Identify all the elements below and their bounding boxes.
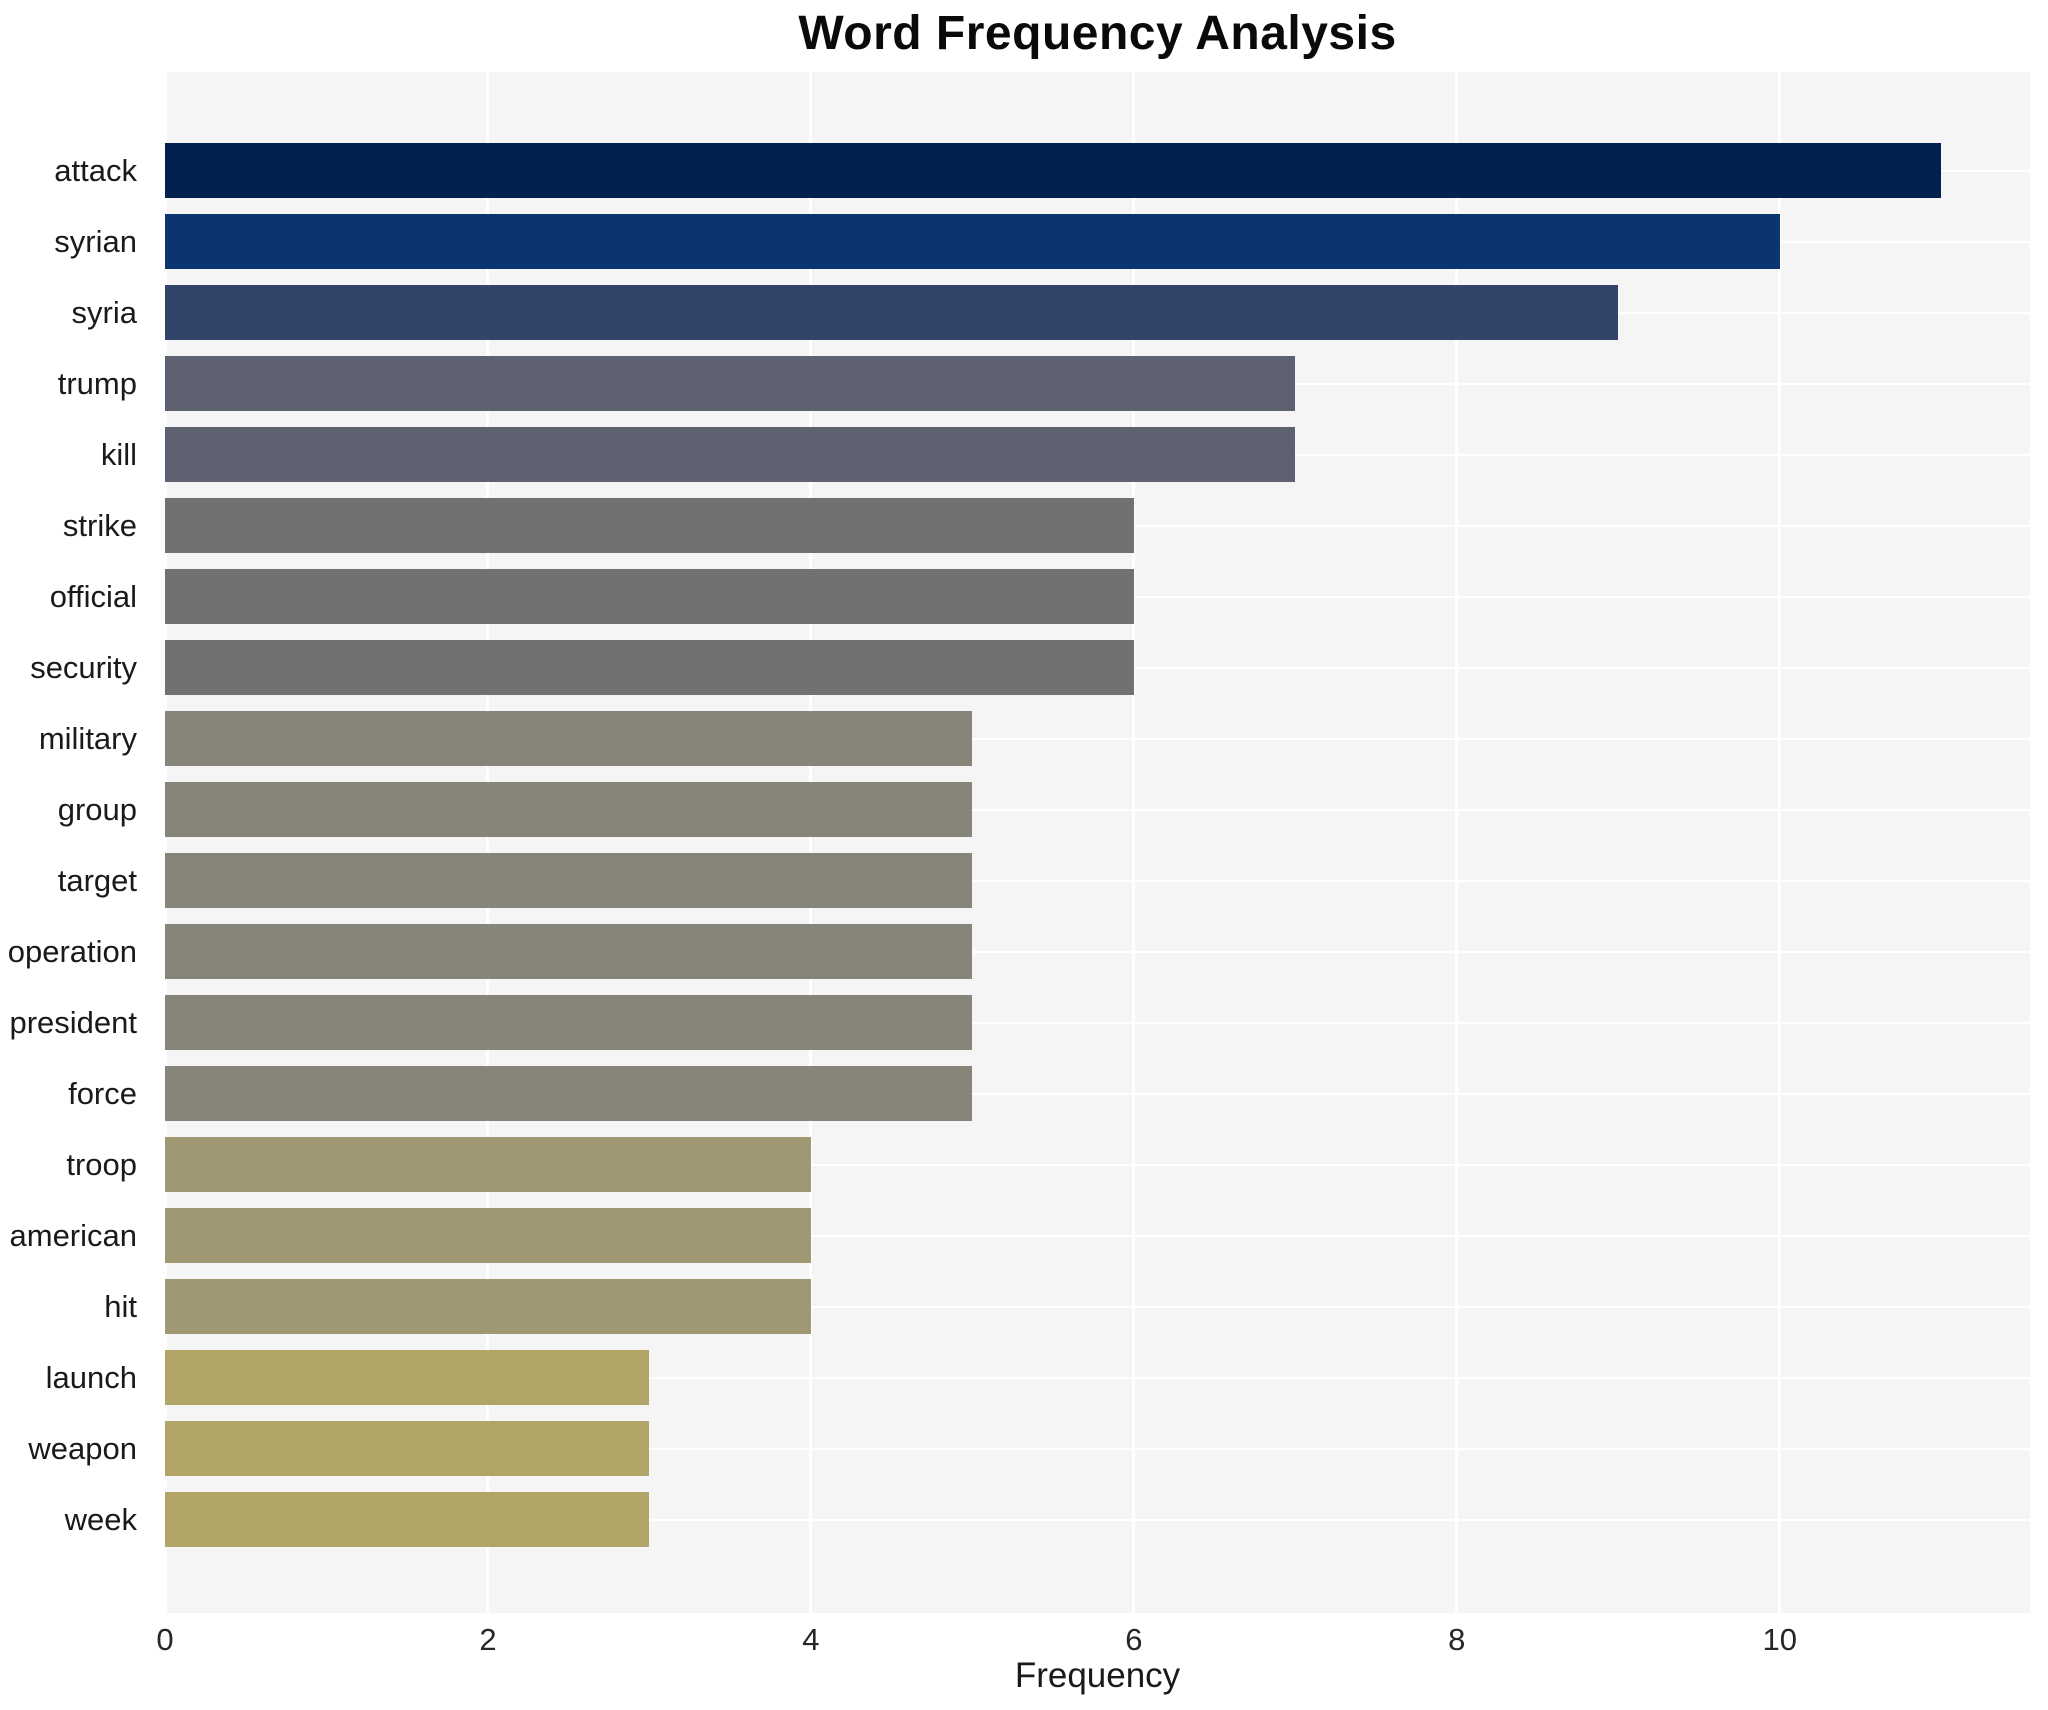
y-axis-label: strike [62,507,137,543]
x-tick-label: 2 [479,1622,497,1657]
x-tick-label: 10 [1762,1622,1797,1657]
bar-american [165,1208,811,1263]
bar-trump [165,356,1296,411]
bar-week [165,1492,650,1547]
h-gridline [165,1305,2030,1308]
bar-weapon [165,1421,650,1476]
y-axis-label: force [68,1075,137,1111]
y-axis-label: week [64,1501,137,1537]
bar-security [165,640,1134,695]
bar-president [165,995,973,1050]
bar-strike [165,498,1134,553]
h-gridline [165,1376,2030,1379]
y-axis-label: launch [45,1359,137,1395]
y-axis-labels: attack syrian syria trump kill strike official… [0,72,151,1613]
y-axis-label: trump [57,365,137,401]
y-axis-label: syrian [54,223,137,259]
v-gridline [1455,72,1459,1613]
x-tick-label: 4 [802,1622,820,1657]
h-gridline [165,1518,2030,1521]
h-gridline [165,1234,2030,1237]
chart-title: Word Frequency Analysis [798,7,1397,60]
bar-group [165,782,973,837]
y-axis-label: target [57,862,137,898]
y-axis-label: president [9,1004,137,1040]
bar-target [165,853,973,908]
x-tick-label: 8 [1448,1622,1466,1657]
bar-hit [165,1279,811,1334]
x-axis-label: Frequency [1014,1656,1181,1695]
x-tick-label: 6 [1125,1622,1143,1657]
v-gridline [1778,72,1782,1613]
y-axis-label: hit [104,1288,137,1324]
bar-official [165,569,1134,624]
bar-syrian [165,214,1780,269]
y-axis-label: troop [66,1146,137,1182]
h-gridline [165,1163,2030,1166]
x-tick-label: 0 [156,1622,174,1657]
plot-area [165,72,2030,1613]
y-axis-label: syria [71,294,137,330]
h-gridline [165,1447,2030,1450]
h-gridline [165,1092,2030,1095]
y-axis-label: weapon [28,1430,137,1466]
v-gridline [486,72,490,1613]
h-gridline [165,950,2030,953]
bar-kill [165,427,1296,482]
bar-syria [165,285,1619,340]
v-gridline [1132,72,1136,1613]
bar-force [165,1066,973,1121]
y-axis-label: operation [7,933,137,969]
h-gridline [165,879,2030,882]
bar-attack [165,143,1942,198]
bar-military [165,711,973,766]
y-axis-label: official [49,578,137,614]
y-axis-label: kill [100,436,137,472]
y-axis-label: attack [54,152,137,188]
v-gridline [165,72,167,1613]
h-gridline [165,808,2030,811]
y-axis-label: american [9,1217,138,1253]
bar-operation [165,924,973,979]
bar-launch [165,1350,650,1405]
y-axis-label: security [30,649,137,685]
y-axis-label: military [38,720,137,756]
v-gridline [809,72,813,1613]
bar-troop [165,1137,811,1192]
h-gridline [165,1021,2030,1024]
h-gridline [165,737,2030,740]
y-axis-label: group [57,791,137,827]
